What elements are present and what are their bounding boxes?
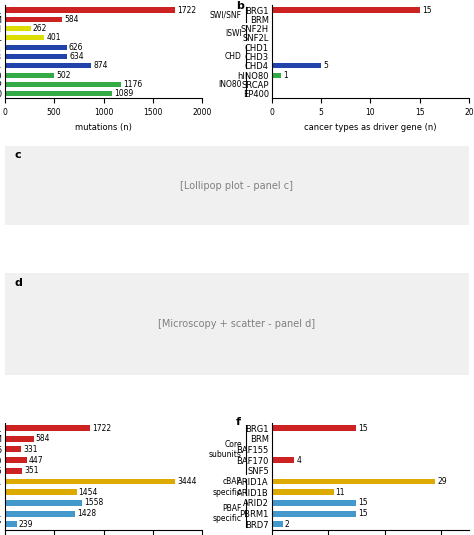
Bar xyxy=(5,522,17,528)
Text: c: c xyxy=(14,150,21,160)
Text: Core
subunits: Core subunits xyxy=(209,440,242,459)
Text: 634: 634 xyxy=(69,52,84,61)
Text: 262: 262 xyxy=(33,24,47,33)
Text: 874: 874 xyxy=(93,62,108,70)
Text: 3444: 3444 xyxy=(177,477,196,486)
Text: 1: 1 xyxy=(283,71,288,80)
Text: f: f xyxy=(236,417,241,427)
Text: 1722: 1722 xyxy=(177,5,196,14)
Text: 1454: 1454 xyxy=(79,488,98,496)
Text: 401: 401 xyxy=(46,33,61,42)
Bar xyxy=(5,17,63,22)
Bar xyxy=(5,35,45,41)
Bar xyxy=(272,73,282,78)
Bar xyxy=(272,500,356,506)
Bar xyxy=(5,54,67,59)
X-axis label: cancer types as driver gene (n): cancer types as driver gene (n) xyxy=(304,123,437,132)
Bar xyxy=(5,457,27,463)
Bar xyxy=(5,436,34,442)
Bar xyxy=(272,490,334,495)
Bar xyxy=(5,479,175,485)
Bar xyxy=(272,522,283,528)
Bar xyxy=(5,63,91,68)
Bar xyxy=(5,468,22,474)
Text: 351: 351 xyxy=(24,467,38,475)
Text: 1722: 1722 xyxy=(92,424,111,432)
Text: 584: 584 xyxy=(64,15,79,24)
Bar xyxy=(5,26,31,31)
Text: 1176: 1176 xyxy=(123,80,142,89)
Text: 2: 2 xyxy=(285,520,290,529)
Bar xyxy=(272,63,321,68)
Text: 502: 502 xyxy=(56,71,71,80)
Bar xyxy=(5,500,82,506)
Text: 11: 11 xyxy=(336,488,345,496)
Text: [Microscopy + scatter - panel d]: [Microscopy + scatter - panel d] xyxy=(158,319,316,329)
Text: 1089: 1089 xyxy=(114,89,134,98)
Text: 447: 447 xyxy=(29,456,44,464)
Bar xyxy=(5,73,55,78)
Text: 239: 239 xyxy=(18,520,33,529)
Text: 4: 4 xyxy=(296,456,301,464)
Bar xyxy=(5,44,67,50)
Text: 15: 15 xyxy=(358,509,368,518)
Text: 1558: 1558 xyxy=(84,499,103,507)
Text: 5: 5 xyxy=(323,62,328,70)
Text: PBAF
specific: PBAF specific xyxy=(213,504,242,523)
Text: 584: 584 xyxy=(36,434,50,443)
X-axis label: mutations (n): mutations (n) xyxy=(75,123,132,132)
Text: ISWI: ISWI xyxy=(225,29,242,38)
Bar xyxy=(5,425,90,431)
Bar xyxy=(5,82,121,87)
Text: CHD: CHD xyxy=(225,52,242,61)
Text: d: d xyxy=(14,278,22,288)
Text: b: b xyxy=(236,1,244,11)
Text: 15: 15 xyxy=(358,499,368,507)
Bar xyxy=(272,511,356,517)
Text: INO80: INO80 xyxy=(219,80,242,89)
Bar xyxy=(272,7,420,12)
Text: 626: 626 xyxy=(69,43,83,52)
Bar xyxy=(272,425,356,431)
Text: 331: 331 xyxy=(23,445,37,454)
Text: 15: 15 xyxy=(422,5,431,14)
Bar xyxy=(272,457,294,463)
Bar xyxy=(272,479,436,485)
Bar xyxy=(5,511,75,517)
Bar xyxy=(5,447,21,453)
Text: 1428: 1428 xyxy=(77,509,96,518)
Text: cBAF
specific: cBAF specific xyxy=(213,477,242,496)
Bar xyxy=(5,7,175,12)
Bar xyxy=(5,91,112,96)
Text: SWI/SNF: SWI/SNF xyxy=(210,10,242,19)
Bar xyxy=(5,490,77,495)
Text: 29: 29 xyxy=(438,477,447,486)
Text: 15: 15 xyxy=(358,424,368,432)
Text: [Lollipop plot - panel c]: [Lollipop plot - panel c] xyxy=(181,180,293,190)
